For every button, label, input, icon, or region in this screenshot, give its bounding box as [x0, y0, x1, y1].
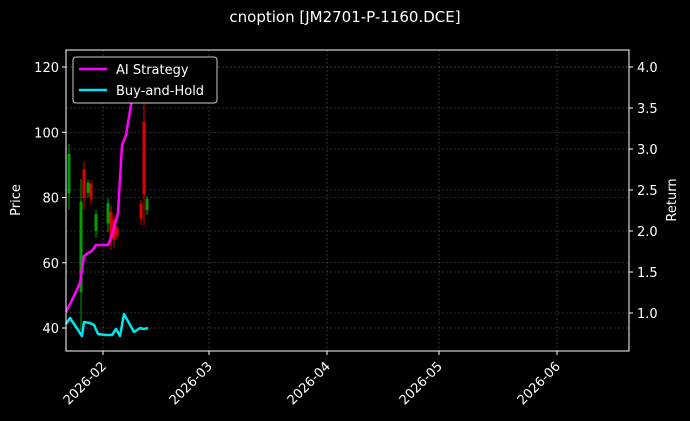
return-lines — [64, 67, 149, 338]
legend-label-bh: Buy-and-Hold — [116, 84, 204, 99]
right-tick-label: 2.5 — [637, 184, 658, 199]
x-tick-label: 2026-04 — [285, 359, 334, 408]
series-line — [64, 312, 149, 338]
right-tick-label: 1.5 — [637, 266, 658, 281]
x-tick-label: 2026-03 — [167, 359, 216, 408]
right-axis: 1.0 1.5 2.0 2.5 3.0 3.5 4.0 — [629, 61, 658, 322]
right-tick-label: 2.0 — [637, 225, 658, 240]
x-tick-label: 2026-06 — [515, 359, 564, 408]
series-line — [64, 67, 143, 313]
plot-frame — [65, 49, 630, 352]
left-axis: 40 60 80 100 120 — [34, 61, 66, 337]
left-tick-label: 80 — [42, 192, 59, 207]
candlesticks — [67, 103, 149, 330]
legend-box — [72, 56, 218, 104]
left-tick-label: 120 — [34, 61, 59, 76]
left-tick-label: 40 — [42, 322, 59, 337]
right-tick-label: 4.0 — [637, 61, 658, 76]
legend: AI Strategy Buy-and-Hold — [72, 56, 218, 104]
legend-label-ai: AI Strategy — [116, 63, 189, 78]
right-tick-label: 3.0 — [637, 143, 658, 158]
left-tick-label: 60 — [42, 257, 59, 272]
right-tick-label: 3.5 — [637, 102, 658, 117]
chart-title: cnoption [JM2701-P-1160.DCE] — [229, 8, 461, 26]
x-tick-label: 2026-02 — [61, 359, 110, 408]
right-tick-label: 1.0 — [637, 307, 658, 322]
left-axis-label: Price — [9, 184, 24, 216]
x-tick-label: 2026-05 — [397, 359, 446, 408]
x-axis: 2026-02 2026-03 2026-04 2026-05 2026-06 — [61, 351, 564, 408]
right-axis-label: Return — [665, 178, 680, 221]
left-tick-label: 100 — [34, 126, 59, 141]
